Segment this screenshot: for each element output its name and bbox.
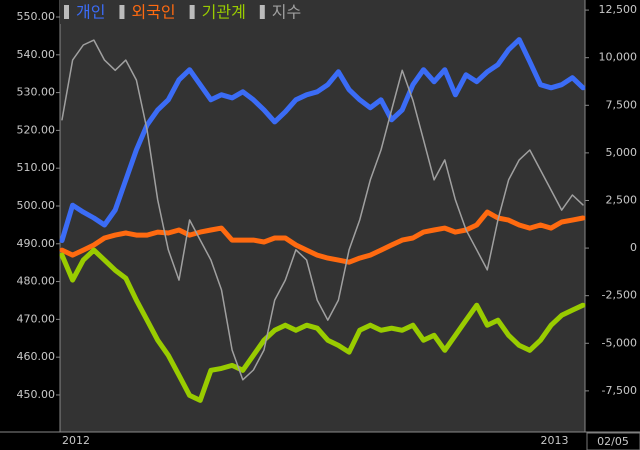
y2-tick-label: 12,500 bbox=[599, 3, 638, 16]
y-tick-label: 470.00 bbox=[17, 312, 56, 325]
legend-label: 외국인 bbox=[131, 3, 175, 22]
y2-tick-label: 2,500 bbox=[606, 193, 638, 206]
y-tick-label: 490.00 bbox=[17, 237, 56, 250]
y-tick-label: 460.00 bbox=[17, 350, 56, 363]
date-box bbox=[586, 432, 640, 450]
legend-label: 기관계 bbox=[202, 3, 246, 22]
legend-swatch bbox=[119, 5, 125, 19]
legend-swatch bbox=[64, 5, 69, 19]
y-tick-label: 510.00 bbox=[17, 161, 56, 174]
y2-tick-label: 10,000 bbox=[599, 51, 638, 64]
legend-bg bbox=[60, 0, 370, 24]
x-tick-label: 2013 bbox=[540, 434, 568, 447]
y-tick-label: 450.00 bbox=[17, 388, 56, 401]
y-tick-label: 550.00 bbox=[17, 10, 56, 23]
y-tick-label: 480.00 bbox=[17, 275, 56, 288]
y2-tick-label: -7,500 bbox=[602, 384, 637, 397]
series-line bbox=[59, 37, 586, 243]
y-tick-label: 540.00 bbox=[17, 48, 56, 61]
y-tick-label: 530.00 bbox=[17, 86, 56, 99]
legend-swatch bbox=[259, 5, 265, 19]
y-tick-label: 520.00 bbox=[17, 123, 56, 136]
legend: 개인 외국인 기관계 지수 bbox=[60, 0, 370, 24]
legend-label: 개인 bbox=[76, 3, 105, 22]
series-line bbox=[61, 39, 584, 381]
plot-area bbox=[60, 0, 585, 432]
y2-tick-label: 0 bbox=[630, 241, 637, 254]
series-line bbox=[59, 247, 586, 403]
series-line bbox=[59, 209, 586, 265]
y-tick-label: 500.00 bbox=[17, 199, 56, 212]
y2-tick-label: 7,500 bbox=[606, 98, 638, 111]
end-date: 02/05 bbox=[597, 435, 629, 448]
x-tick-label: 2012 bbox=[62, 434, 90, 447]
y2-tick-label: -5,000 bbox=[602, 336, 637, 349]
legend-swatch bbox=[189, 5, 195, 19]
legend-label: 지수 bbox=[272, 3, 301, 22]
y2-tick-label: -2,500 bbox=[602, 289, 637, 302]
y2-tick-label: 5,000 bbox=[606, 146, 638, 159]
